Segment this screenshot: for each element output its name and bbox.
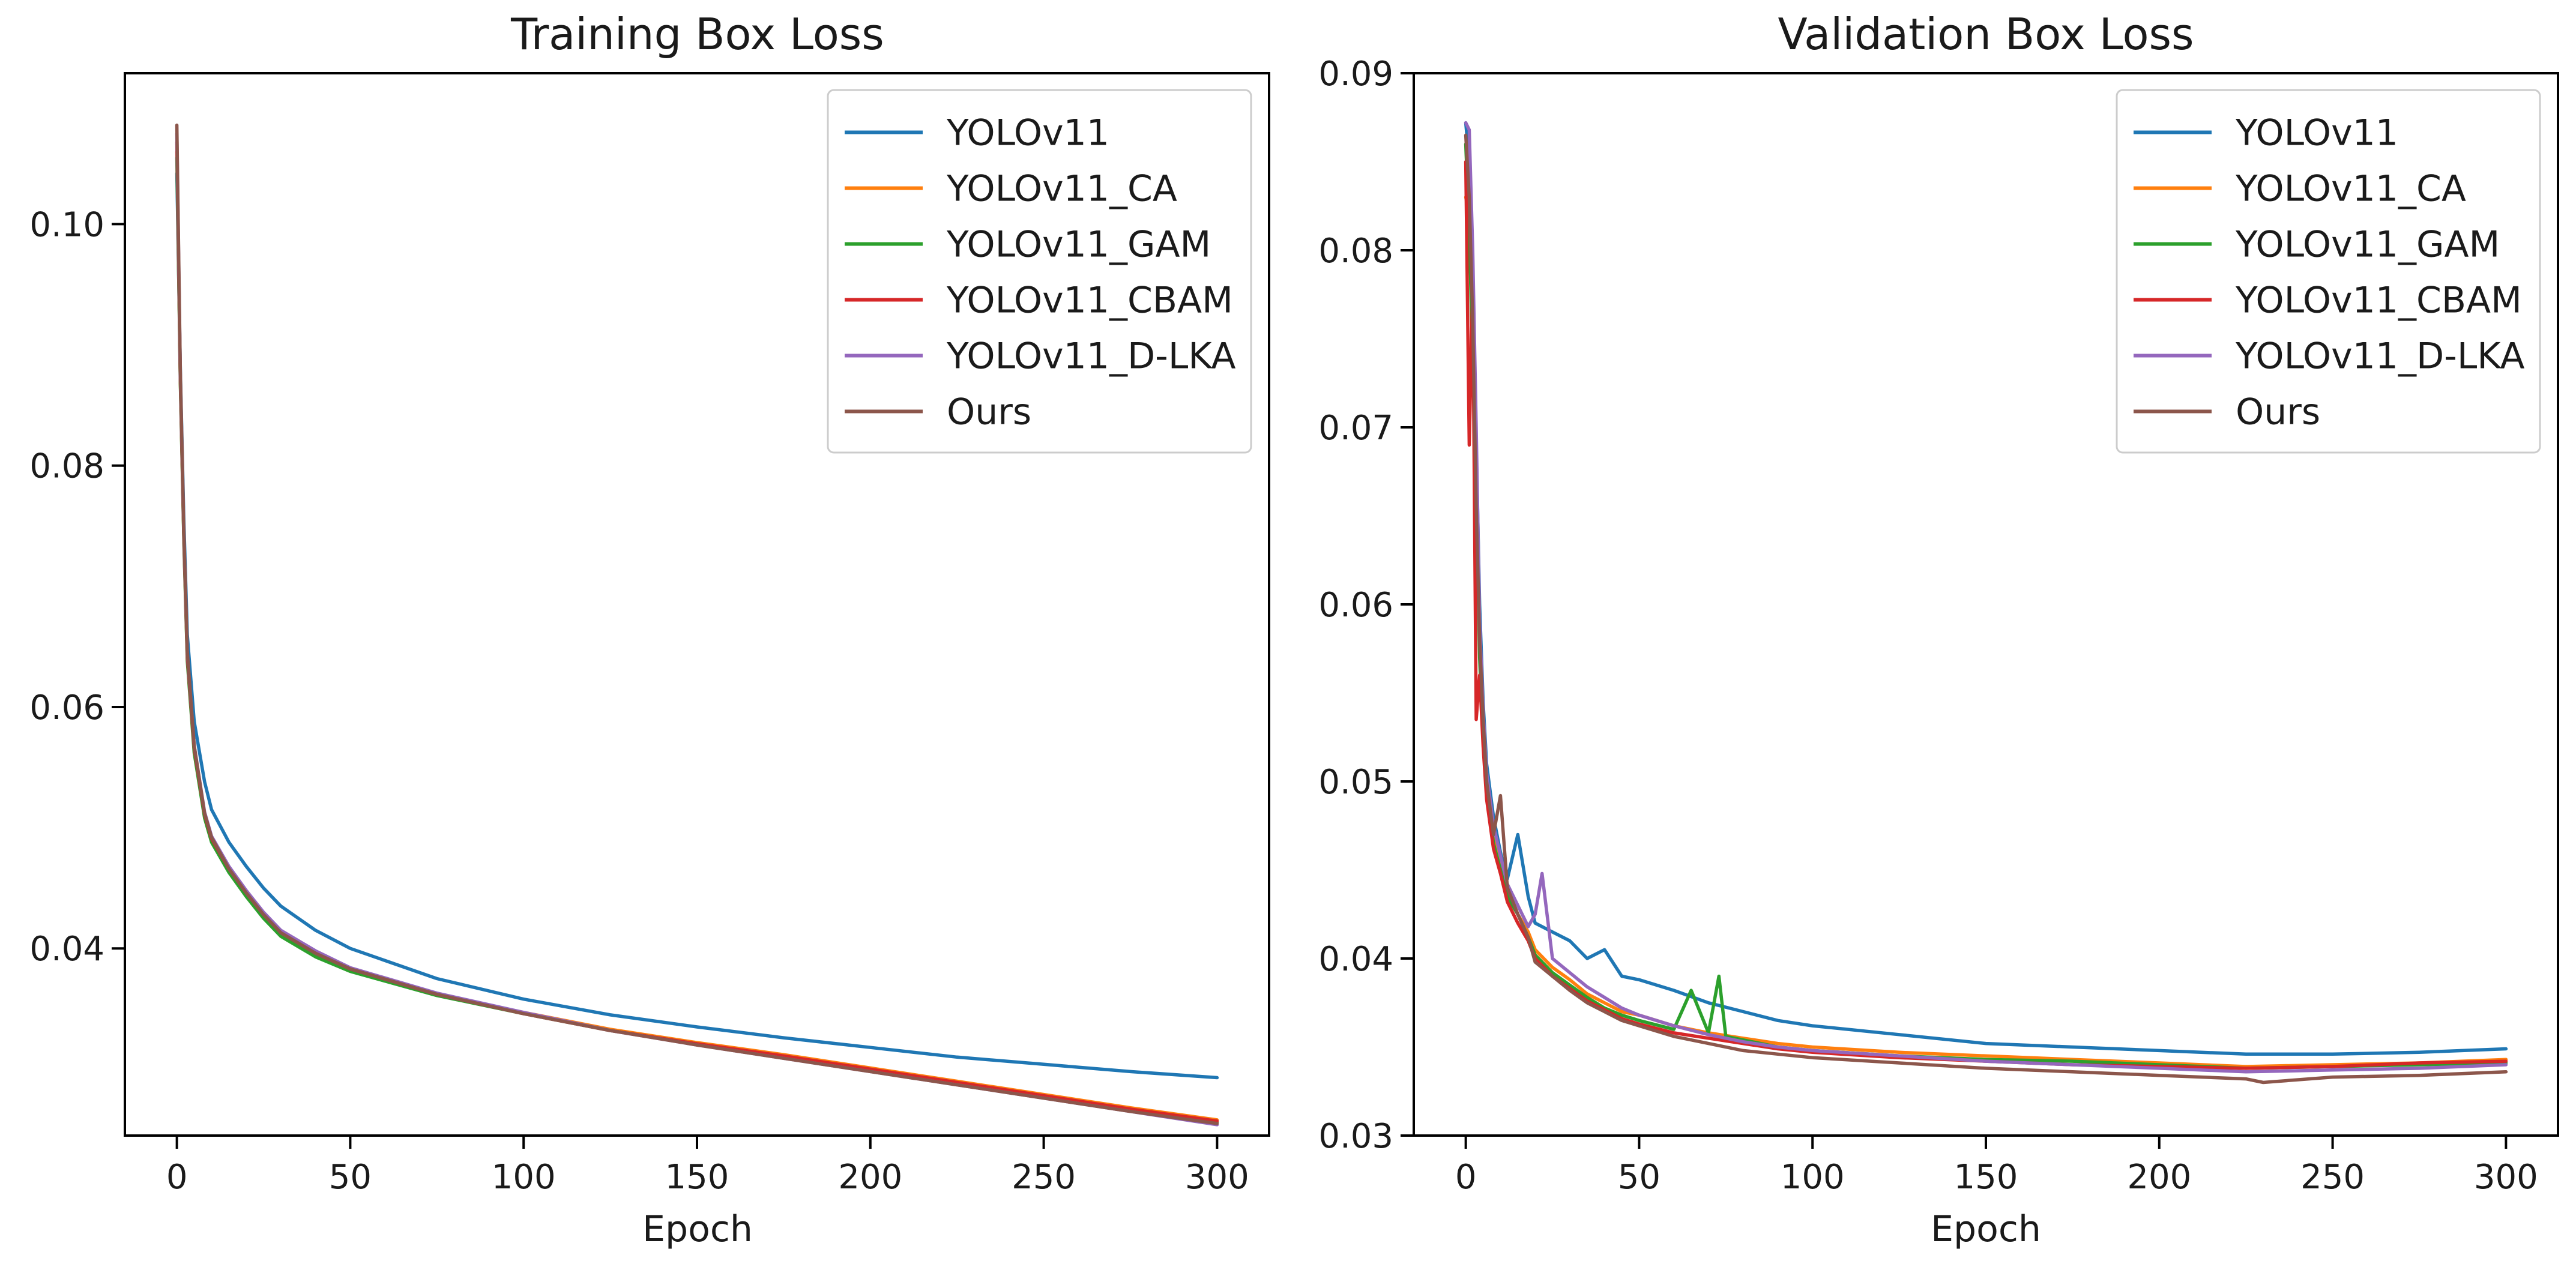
legend: YOLOv11 YOLOv11_CA YOLOv11_GAM YOLOv11_CBAM… — [827, 89, 1252, 454]
y-tick-label: 0.09 — [1318, 55, 1393, 94]
y-tick-label: 0.06 — [29, 688, 104, 727]
legend-label-ours: Ours — [2236, 391, 2320, 433]
legend-frame — [2116, 89, 2541, 454]
x-tick-label: 200 — [2127, 1158, 2191, 1197]
legend-label-yolov11-gam: YOLOv11_GAM — [946, 224, 1211, 266]
y-tick-label: 0.03 — [1318, 1117, 1393, 1156]
x-tick-label: 250 — [2300, 1158, 2365, 1197]
x-tick-label: 50 — [1618, 1158, 1661, 1197]
series-group — [1464, 121, 2508, 1085]
y-tick-label: 0.07 — [1318, 409, 1393, 448]
legend-label-yolov11-cbam: YOLOv11_CBAM — [2235, 280, 2522, 322]
legend-label-yolov11: YOLOv11 — [946, 112, 1109, 154]
x-tick-label: 300 — [2474, 1158, 2538, 1197]
y-tick-label: 0.10 — [29, 205, 104, 244]
series-line-ours — [1464, 133, 2508, 1085]
series-line-ours — [175, 123, 1219, 1125]
x-tick-label: 250 — [1012, 1158, 1076, 1197]
x-tick-label: 100 — [1781, 1158, 1845, 1197]
y-tick-label: 0.08 — [29, 447, 104, 486]
chart-title: Training Box Loss — [510, 9, 884, 59]
legend: YOLOv11 YOLOv11_CA YOLOv11_GAM YOLOv11_CBAM… — [2116, 89, 2541, 454]
y-tick-label: 0.05 — [1318, 763, 1393, 802]
x-tick-label: 0 — [166, 1158, 188, 1197]
legend-label-yolov11: YOLOv11 — [2235, 112, 2398, 154]
legend-label-yolov11-gam: YOLOv11_GAM — [2235, 224, 2500, 266]
legend-label-ours: Ours — [947, 391, 1031, 433]
series-group — [175, 123, 1219, 1127]
legend-label-yolov11-cbam: YOLOv11_CBAM — [946, 280, 1233, 322]
legend-label-yolov11-d-lka: YOLOv11_D-LKA — [946, 336, 1236, 378]
validation-box-loss-panel: Validation Box Loss Epoch 0 50 100 150 200 25… — [1318, 9, 2559, 1250]
training-box-loss-panel: Training Box Loss Epoch 0 50 100 150 200 250 3… — [29, 9, 1270, 1250]
x-axis-label: Epoch — [1931, 1208, 2041, 1250]
y-tick-label: 0.06 — [1318, 586, 1393, 625]
x-tick-label: 50 — [329, 1158, 372, 1197]
x-tick-label: 200 — [838, 1158, 902, 1197]
y-tick-label: 0.08 — [1318, 232, 1393, 271]
chart-title: Validation Box Loss — [1778, 9, 2194, 59]
x-tick-label: 100 — [492, 1158, 556, 1197]
y-tick-label: 0.04 — [29, 930, 104, 969]
x-tick-label: 300 — [1185, 1158, 1249, 1197]
legend-label-yolov11-ca: YOLOv11_CA — [946, 168, 1177, 210]
x-tick-label: 150 — [1954, 1158, 2018, 1197]
x-tick-label: 0 — [1455, 1158, 1477, 1197]
x-tick-label: 150 — [665, 1158, 729, 1197]
legend-label-yolov11-ca: YOLOv11_CA — [2235, 168, 2466, 210]
legend-label-yolov11-d-lka: YOLOv11_D-LKA — [2235, 336, 2525, 378]
y-tick-label: 0.04 — [1318, 940, 1393, 979]
x-axis-label: Epoch — [642, 1208, 753, 1250]
legend-frame — [827, 89, 1252, 454]
